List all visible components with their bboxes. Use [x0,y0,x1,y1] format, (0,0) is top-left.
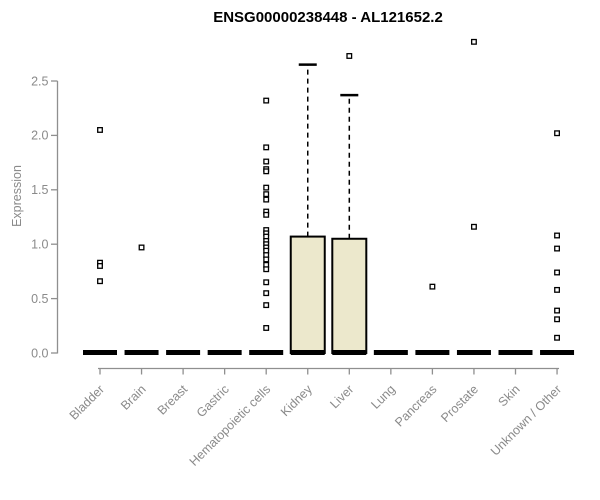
y-tick-label: 1.0 [31,238,48,252]
outlier-point [263,191,270,198]
x-tick-label: Kidney [278,382,315,419]
outlier-point [263,158,270,165]
outlier-point [346,53,353,59]
outlier-point [554,307,560,314]
outlier-point [138,244,145,251]
outlier-point [263,325,270,331]
outlier-point [554,269,560,276]
outlier-point [263,196,270,203]
x-tick-label: Lung [368,382,398,412]
outlier-point [554,286,560,293]
outlier-point [554,232,560,239]
box-rect [289,235,326,354]
x-tick-label: Prostate [438,382,481,425]
outlier-point [97,278,103,285]
outlier-point [554,316,560,323]
outlier-point [470,223,477,230]
outlier-point [97,263,103,269]
x-tick-label: Liver [327,382,356,411]
outlier-point [263,302,270,309]
x-tick-label: Skin [496,382,523,409]
x-tick-label: Pancreas [392,382,439,429]
outlier-point [470,38,477,45]
outlier-point [263,279,270,286]
outlier-point [263,290,270,297]
y-tick-label: 2.0 [31,129,48,143]
box-rect [331,237,368,354]
x-tick-label: Breast [155,382,191,418]
y-tick-label: 0.0 [31,346,48,360]
x-tick-label: Bladder [67,382,107,422]
outlier-point [263,168,270,175]
x-tick-label: Brain [118,382,149,413]
outlier-point [554,130,560,137]
y-axis-label: Expression [10,165,24,227]
y-tick-label: 0.5 [31,292,48,306]
outlier-point [263,266,270,273]
outlier-point [263,211,270,218]
outlier-point [429,283,436,290]
outlier-point [263,256,270,263]
y-tick-label: 1.5 [31,183,48,197]
y-tick-label: 2.5 [31,74,48,88]
outlier-point [97,127,103,133]
outlier-point [554,334,560,341]
outlier-point [554,245,560,252]
outlier-point [263,97,270,104]
x-tick-label: Hematopoietic cells [187,382,274,469]
x-tick-label: Gastric [194,382,232,420]
x-tick-label: Unknown / Other [488,382,564,458]
chart-title: ENSG00000238448 - AL121652.2 [213,9,443,26]
outlier-point [263,184,270,191]
outlier-point [263,144,270,151]
